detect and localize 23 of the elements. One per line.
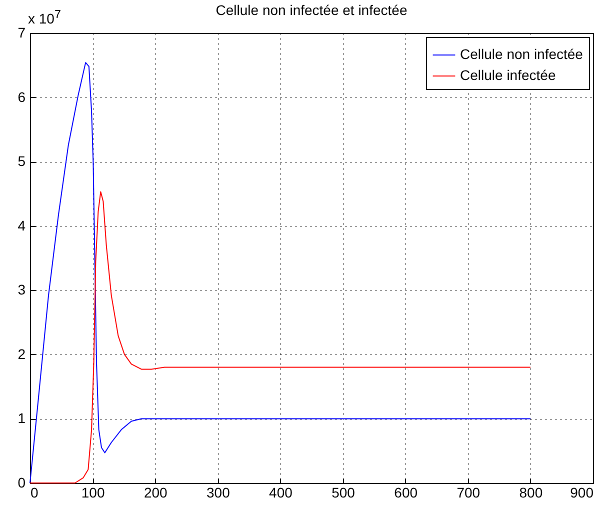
- y-tick-label: 2: [18, 346, 26, 362]
- x-tick-label: 0: [30, 484, 38, 500]
- x-tick-label: 800: [519, 484, 543, 500]
- x-tick-label: 300: [206, 484, 230, 500]
- y-tick-label: 4: [18, 217, 26, 234]
- x-tick-label: 400: [269, 484, 293, 500]
- legend-label: Cellule infectée: [460, 67, 556, 83]
- y-tick-label: 7: [18, 24, 26, 40]
- x-tick-label: 700: [456, 484, 480, 500]
- chart-title: Cellule non infectée et infectée: [216, 2, 408, 18]
- x-tick-label: 600: [394, 484, 418, 500]
- x-tick-label: 100: [81, 484, 105, 500]
- y-tick-label: 3: [18, 282, 26, 298]
- y-tick-label: 6: [18, 88, 26, 105]
- legend-label: Cellule non infectée: [460, 46, 584, 62]
- line-series: [30, 191, 531, 484]
- y-tick-label: 5: [18, 153, 26, 170]
- x-tick-label: 900: [570, 484, 594, 500]
- y-tick-label: 1: [18, 410, 26, 426]
- y-tick-label: 0: [18, 474, 26, 490]
- text: x 10$^{7}$: [28, 8, 61, 27]
- x-tick-label: 500: [332, 484, 356, 500]
- x-tick-label: 200: [144, 484, 168, 500]
